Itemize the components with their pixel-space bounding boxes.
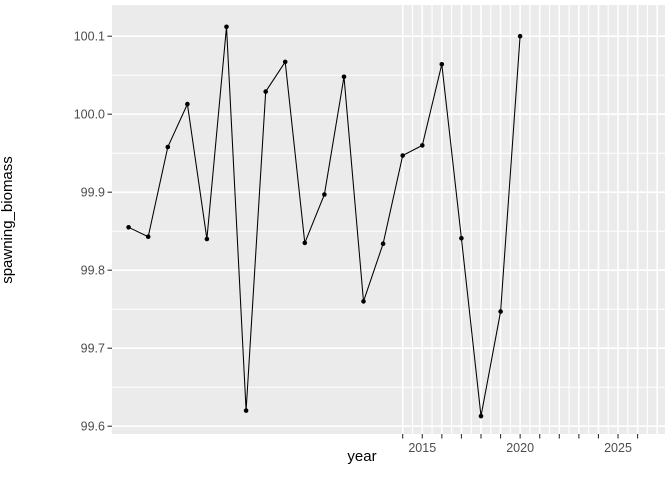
- y-tick-label: 99.9: [81, 186, 105, 200]
- data-point: [263, 89, 269, 94]
- y-tick-label: 99.6: [81, 420, 105, 434]
- data-point: [185, 101, 190, 107]
- data-point: [420, 143, 425, 148]
- y-tick-label: 100.1: [74, 30, 105, 44]
- data-point: [439, 62, 445, 67]
- data-point: [204, 236, 210, 242]
- x-axis-title: year: [347, 448, 377, 465]
- data-point: [517, 33, 523, 39]
- data-point: [361, 299, 366, 304]
- data-point: [459, 235, 464, 241]
- data-point: [400, 153, 406, 158]
- data-point: [145, 234, 151, 239]
- data-point: [478, 413, 484, 419]
- data-point: [380, 241, 386, 246]
- data-point: [322, 192, 327, 197]
- x-tick-label: 2015: [408, 441, 436, 455]
- data-point: [126, 225, 131, 230]
- y-axis-title: spawning_biomass: [0, 156, 16, 284]
- x-tick-label: 2020: [506, 441, 534, 455]
- data-point: [498, 309, 503, 314]
- data-point: [302, 240, 308, 246]
- data-point: [243, 408, 249, 413]
- data-point: [165, 144, 171, 150]
- y-tick-label: 100.0: [74, 108, 105, 122]
- y-tick-label: 99.7: [81, 342, 105, 356]
- y-tick-label: 99.8: [81, 264, 105, 278]
- x-tick-label: 2025: [604, 441, 632, 455]
- data-point: [282, 59, 288, 65]
- data-point: [341, 74, 347, 80]
- data-point: [224, 24, 229, 30]
